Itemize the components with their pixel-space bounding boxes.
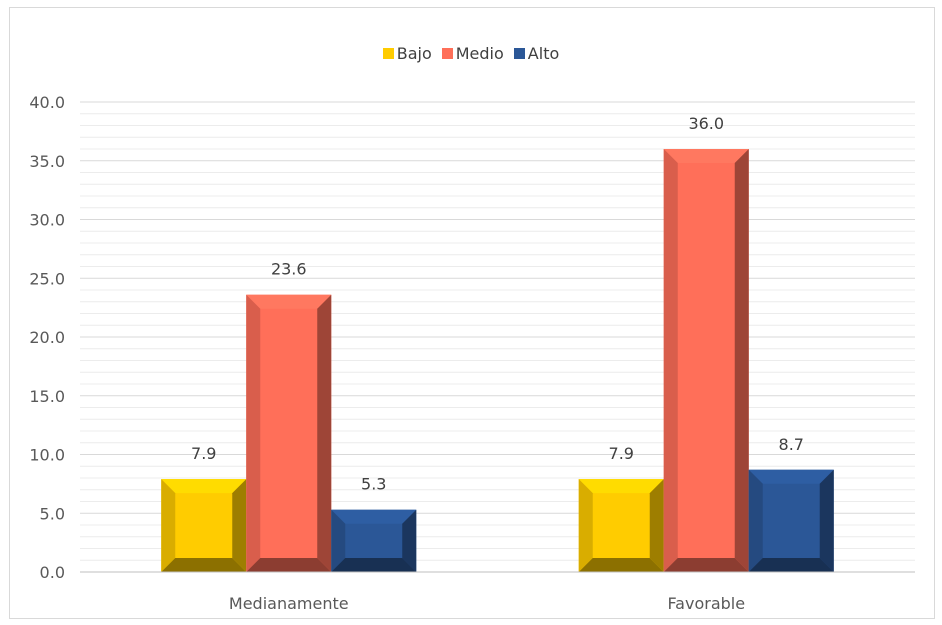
bar-bevel-face (748, 558, 834, 572)
data-label: 36.0 (688, 114, 724, 133)
bar-bevel-face (578, 558, 664, 572)
bar-bevel-face (663, 149, 749, 163)
bar-bevel-face (331, 509, 346, 572)
legend: Bajo Medio Alto (0, 44, 942, 63)
bar-bevel-face (161, 558, 247, 572)
bar-medio-favorable (663, 149, 749, 572)
bar-bevel-face (246, 294, 332, 309)
x-category-label: Medianamente (229, 594, 349, 613)
bar-bevel-face (246, 558, 332, 572)
data-label: 5.3 (361, 475, 386, 494)
legend-swatch-alto (513, 48, 525, 59)
bar-bevel-face (748, 469, 834, 572)
legend-swatch-medio (441, 48, 453, 59)
bar-bevel-face (663, 149, 749, 572)
y-tick-label: 40.0 (29, 93, 65, 112)
bar-bevel-face (734, 149, 749, 572)
bar-bevel-face (748, 469, 763, 572)
y-tick-label: 25.0 (29, 269, 65, 288)
x-category-label: Favorable (667, 594, 745, 613)
bar-bajo-medianamente (161, 479, 247, 572)
y-tick-label: 10.0 (29, 446, 65, 465)
y-tick-label: 35.0 (29, 152, 65, 171)
bar-bevel-face (246, 294, 332, 572)
legend-label-bajo: Bajo (396, 44, 432, 63)
bar-bajo-favorable (578, 479, 664, 572)
bar-bevel-face (578, 479, 664, 494)
bar-bevel-face (161, 479, 247, 494)
data-label: 8.7 (779, 435, 804, 454)
bar-bevel-face (578, 479, 593, 572)
bar-bevel-face (317, 294, 332, 572)
bar-bevel-face (331, 509, 417, 572)
data-label: 7.9 (609, 444, 634, 463)
legend-item-bajo: Bajo (382, 44, 432, 63)
bar-medio-medianamente (246, 294, 332, 572)
bar-bevel-face (331, 509, 417, 524)
legend-label-alto: Alto (527, 44, 560, 63)
bar-bevel-face (649, 479, 664, 572)
bar-bevel-face (819, 469, 834, 572)
bar-bevel-face (331, 558, 417, 572)
y-tick-label: 20.0 (29, 328, 65, 347)
legend-item-alto: Alto (513, 44, 560, 63)
bar-bevel-face (663, 558, 749, 572)
data-label: 7.9 (191, 444, 216, 463)
data-label: 23.6 (271, 260, 307, 279)
y-tick-label: 15.0 (29, 387, 65, 406)
legend-label-medio: Medio (455, 44, 504, 63)
bar-bevel-face (161, 479, 247, 572)
bar-alto-favorable (748, 469, 834, 572)
legend-item-medio: Medio (441, 44, 504, 63)
bar-bevel-face (232, 479, 247, 572)
bar-alto-medianamente (331, 509, 417, 572)
y-tick-label: 5.0 (40, 504, 65, 523)
legend-swatch-bajo (382, 48, 394, 59)
y-tick-label: 30.0 (29, 211, 65, 230)
bar-bevel-face (663, 149, 678, 572)
bar-bevel-face (578, 479, 664, 572)
bar-bevel-face (402, 509, 417, 572)
bar-bevel-face (161, 479, 176, 572)
bar-bevel-face (246, 294, 261, 572)
bar-bevel-face (748, 469, 834, 484)
y-tick-label: 0.0 (40, 563, 65, 582)
